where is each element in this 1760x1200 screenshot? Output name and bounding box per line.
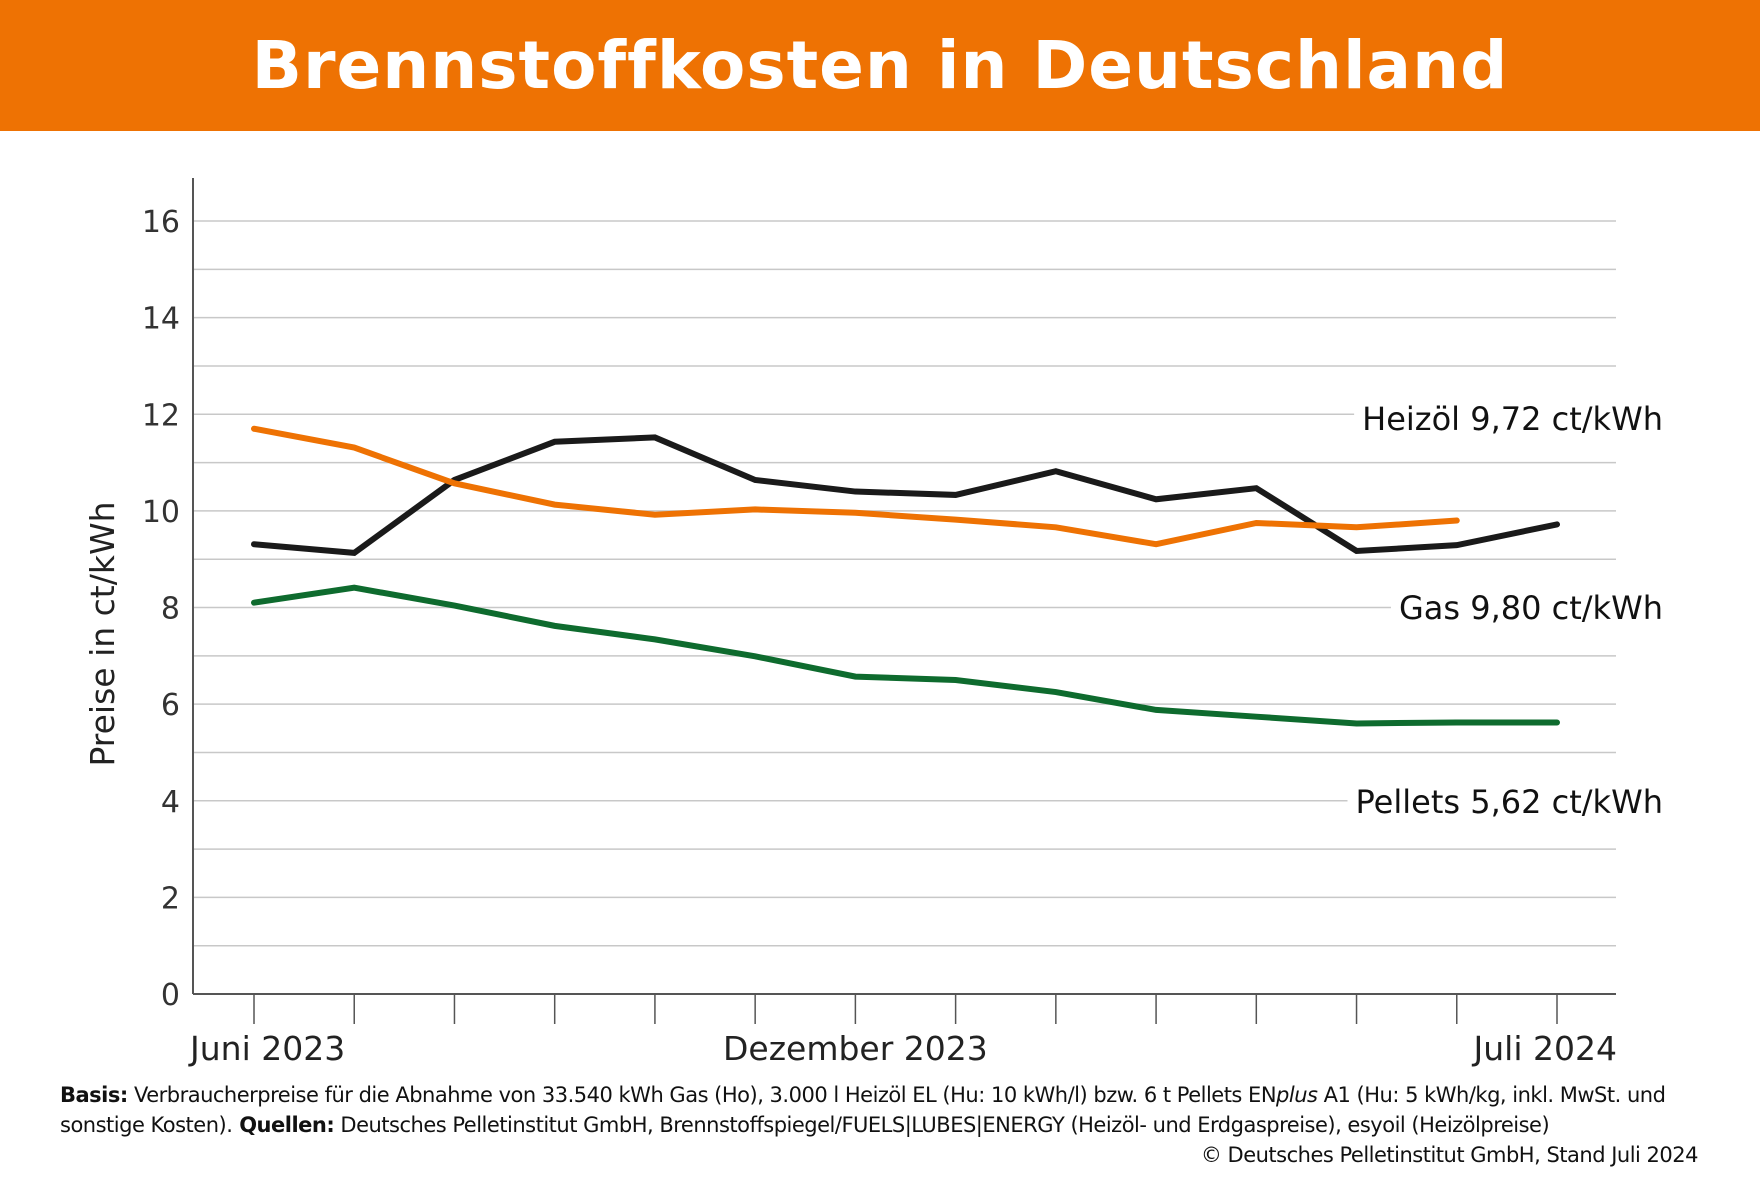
series-label-gas: Gas 9,80 ct/kWh [1399, 589, 1663, 627]
series-line-pellets [251, 584, 1560, 727]
source-note: Basis: Verbraucherpreise für die Abnahme… [60, 1080, 1698, 1140]
footer-notes: Basis: Verbraucherpreise für die Abnahme… [60, 1080, 1699, 1170]
y-tick-label: 4 [161, 785, 180, 820]
x-tick-label: Juli 2024 [1472, 1029, 1617, 1068]
series-line-heizöl [251, 434, 1560, 556]
y-tick-label: 12 [142, 398, 180, 433]
y-tick-label: 14 [142, 302, 180, 337]
y-tick-label: 0 [161, 978, 180, 1013]
line-chart: 0 2 4 6 8 10 12 14 16 Juni 2023 Dezember 2023 Juli … [83, 178, 1671, 1068]
basis-label: Basis: [60, 1083, 128, 1107]
y-tick-label: 2 [161, 881, 180, 916]
y-axis-title: Preise in ct/kWh [83, 501, 122, 766]
label-background [1390, 589, 1671, 627]
series-label-pellets: Pellets 5,62 ct/kWh [1356, 783, 1664, 821]
series-line-gas [251, 425, 1460, 548]
y-tick-label: 10 [142, 495, 180, 530]
title-banner: Brennstoffkosten in Deutschland [0, 0, 1760, 131]
series-label-heizöl: Heizöl 9,72 ct/kWh [1362, 400, 1663, 438]
x-tick-label: Juni 2023 [188, 1029, 345, 1068]
chart-title: Brennstoffkosten in Deutschland [251, 27, 1509, 104]
basis-italic: plus [1276, 1083, 1318, 1107]
quellen-text: Deutsches Pelletinstitut GmbH, Brennstof… [334, 1113, 1550, 1137]
label-background [1354, 400, 1671, 438]
quellen-label: Quellen: [232, 1113, 335, 1137]
basis-text-2: A1 (Hu: 5 kWh/kg, inkl. MwSt. und sonsti… [60, 1083, 1666, 1137]
copyright: © Deutsches Pelletinstitut GmbH, Stand J… [1200, 1143, 1699, 1167]
y-tick-label: 6 [161, 688, 180, 723]
basis-text: Verbraucherpreise für die Abnahme von 33… [127, 1083, 1277, 1107]
y-tick-label: 16 [142, 205, 180, 240]
label-background [1347, 783, 1671, 821]
y-tick-label: 8 [161, 592, 180, 627]
x-tick-label: Dezember 2023 [723, 1029, 988, 1068]
